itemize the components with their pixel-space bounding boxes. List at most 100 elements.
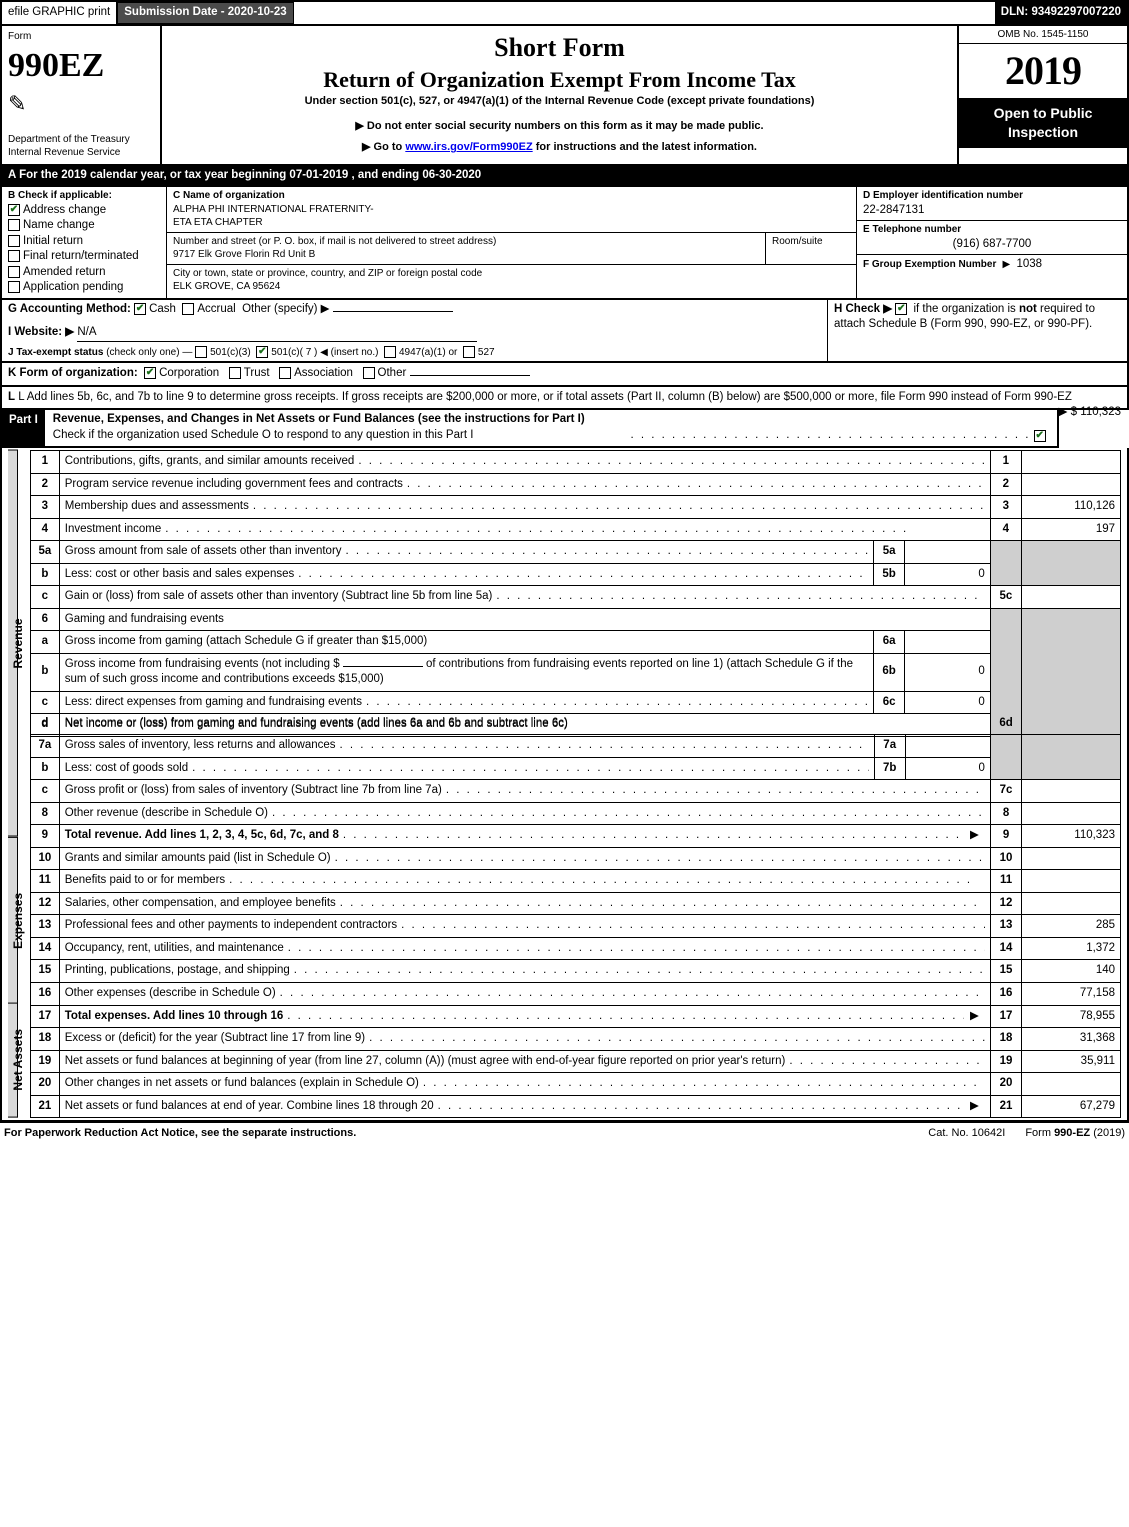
under-section: Under section 501(c), 527, or 4947(a)(1)… [170,94,949,109]
form-label: Form [8,30,154,44]
pra-notice: For Paperwork Reduction Act Notice, see … [4,1126,356,1141]
dln: DLN: 93492297007220 [995,2,1127,24]
line-6: 6Gaming and fundraising events [31,608,1121,631]
line-3: 3Membership dues and assessments3110,126 [31,496,1121,519]
org-name-2: ETA ETA CHAPTER [173,216,850,230]
entity-block: B Check if applicable: Address change Na… [0,187,1129,300]
tab-revenue: Revenue [8,450,18,837]
website: N/A [77,325,477,342]
cb-application-pending[interactable] [8,281,20,293]
tax-year: 2019 [959,44,1127,98]
line-7a: 7aGross sales of inventory, less returns… [31,735,1121,758]
ssn-warning: ▶ Do not enter social security numbers o… [170,119,949,134]
lines-table: 1Contributions, gifts, grants, and simil… [30,450,1121,737]
ein: 22-2847131 [863,203,1121,219]
page-footer: For Paperwork Reduction Act Notice, see … [0,1122,1129,1144]
cb-amended-return[interactable] [8,266,20,278]
efile-top-bar: efile GRAPHIC print Submission Date - 20… [0,0,1129,26]
street-label: Number and street (or P. O. box, if mail… [173,235,759,249]
i-label: I Website: ▶ [8,326,74,338]
cb-4947[interactable] [384,346,396,358]
line-11: 11Benefits paid to or for members11 [31,870,1121,893]
line-19: 19Net assets or fund balances at beginni… [31,1050,1121,1073]
room-label: Room/suite [772,235,850,249]
line-12: 12Salaries, other compensation, and empl… [31,892,1121,915]
line-6b: bGross income from fundraising events (n… [31,653,1121,691]
line-4: 4Investment income4197 [31,518,1121,541]
line-7c: cGross profit or (loss) from sales of in… [31,780,1121,803]
return-title: Return of Organization Exempt From Incom… [170,65,949,95]
cb-assoc[interactable] [279,367,291,379]
e-label: E Telephone number [863,223,1121,237]
cb-corp[interactable] [144,367,156,379]
g-h-row: G Accounting Method: Cash Accrual Other … [0,300,1129,364]
line-a: A For the 2019 calendar year, or tax yea… [0,166,1129,188]
cb-other-org[interactable] [363,367,375,379]
cat-no: Cat. No. 10642I [928,1126,1005,1141]
line-5b: bLess: cost or other basis and sales exp… [31,563,1121,586]
line-9: 9Total revenue. Add lines 1, 2, 3, 4, 5c… [31,825,1121,848]
line-17: 17Total expenses. Add lines 10 through 1… [31,1005,1121,1028]
city: ELK GROVE, CA 95624 [173,280,850,294]
c-label: C Name of organization [173,189,850,203]
cb-501c[interactable] [256,346,268,358]
line-1: 1Contributions, gifts, grants, and simil… [31,451,1121,474]
b-label: B Check if applicable: [8,189,160,203]
line-10: 10Grants and similar amounts paid (list … [31,847,1121,870]
city-label: City or town, state or province, country… [173,267,850,281]
line-2: 2Program service revenue including gover… [31,473,1121,496]
group-exemption: 1038 [1016,258,1042,270]
cb-accrual[interactable] [182,303,194,315]
cb-final-return[interactable] [8,250,20,262]
street: 9717 Elk Grove Florin Rd Unit B [173,248,759,262]
irs-label: Internal Revenue Service [8,146,154,160]
cb-h[interactable] [895,303,907,315]
cb-trust[interactable] [229,367,241,379]
line-6c: cLess: direct expenses from gaming and f… [31,691,1121,714]
form-ref: Form 990-EZ (2019) [1025,1126,1125,1141]
part1-title: Revenue, Expenses, and Changes in Net As… [53,412,1049,428]
org-name: ALPHA PHI INTERNATIONAL FRATERNITY- [173,203,850,217]
form-header: Form 990EZ ✎ Department of the Treasury … [0,26,1129,166]
line-6a: aGross income from gaming (attach Schedu… [31,631,1121,654]
dept-treasury: Department of the Treasury [8,133,154,147]
j-line: J Tax-exempt status (check only one) — 5… [8,346,821,360]
f-label: F Group Exemption Number [863,259,996,270]
goto-link[interactable]: www.irs.gov/Form990EZ [405,141,532,153]
submission-date: Submission Date - 2020-10-23 [117,2,293,24]
short-form-title: Short Form [170,30,949,65]
lines-block: Revenue Expenses Net Assets 1Contributio… [0,448,1129,1122]
open-public-inspection: Open to Public Inspection [959,98,1127,148]
goto-line: ▶ Go to www.irs.gov/Form990EZ for instru… [170,140,949,155]
line-5a: 5aGross amount from sale of assets other… [31,541,1121,564]
l-line: L L Add lines 5b, 6c, and 7b to line 9 t… [0,387,1129,411]
cb-name-change[interactable] [8,219,20,231]
line-18: 18Excess or (deficit) for the year (Subt… [31,1028,1121,1051]
line-8: 8Other revenue (describe in Schedule O)8 [31,802,1121,825]
lines-table-b: dNet income or (loss) from gaming and fu… [30,713,1121,1118]
cb-initial-return[interactable] [8,235,20,247]
line-14: 14Occupancy, rent, utilities, and mainte… [31,937,1121,960]
line-15: 15Printing, publications, postage, and s… [31,960,1121,983]
cb-cash[interactable] [134,303,146,315]
tab-netassets: Net Assets [8,1003,18,1118]
g-label: G Accounting Method: [8,303,131,315]
part1-label: Part I [2,410,45,446]
part1-sched-o: Check if the organization used Schedule … [53,428,1049,444]
d-label: D Employer identification number [863,189,1121,203]
k-line: K Form of organization: Corporation Trus… [0,363,1129,387]
other-method-input[interactable] [333,311,453,312]
tab-expenses: Expenses [8,837,18,1004]
arrow-icon [1000,258,1014,270]
cb-sched-o[interactable] [1034,430,1046,442]
cb-527[interactable] [463,346,475,358]
omb-number: OMB No. 1545-1150 [959,26,1127,45]
line-16: 16Other expenses (describe in Schedule O… [31,982,1121,1005]
cb-address-change[interactable] [8,204,20,216]
cb-501c3[interactable] [195,346,207,358]
line-20: 20Other changes in net assets or fund ba… [31,1073,1121,1096]
line-13: 13Professional fees and other payments t… [31,915,1121,938]
line-21: 21Net assets or fund balances at end of … [31,1095,1121,1118]
form-number: 990EZ [8,43,154,89]
line-7b: bLess: cost of goods sold7b0 [31,757,1121,780]
